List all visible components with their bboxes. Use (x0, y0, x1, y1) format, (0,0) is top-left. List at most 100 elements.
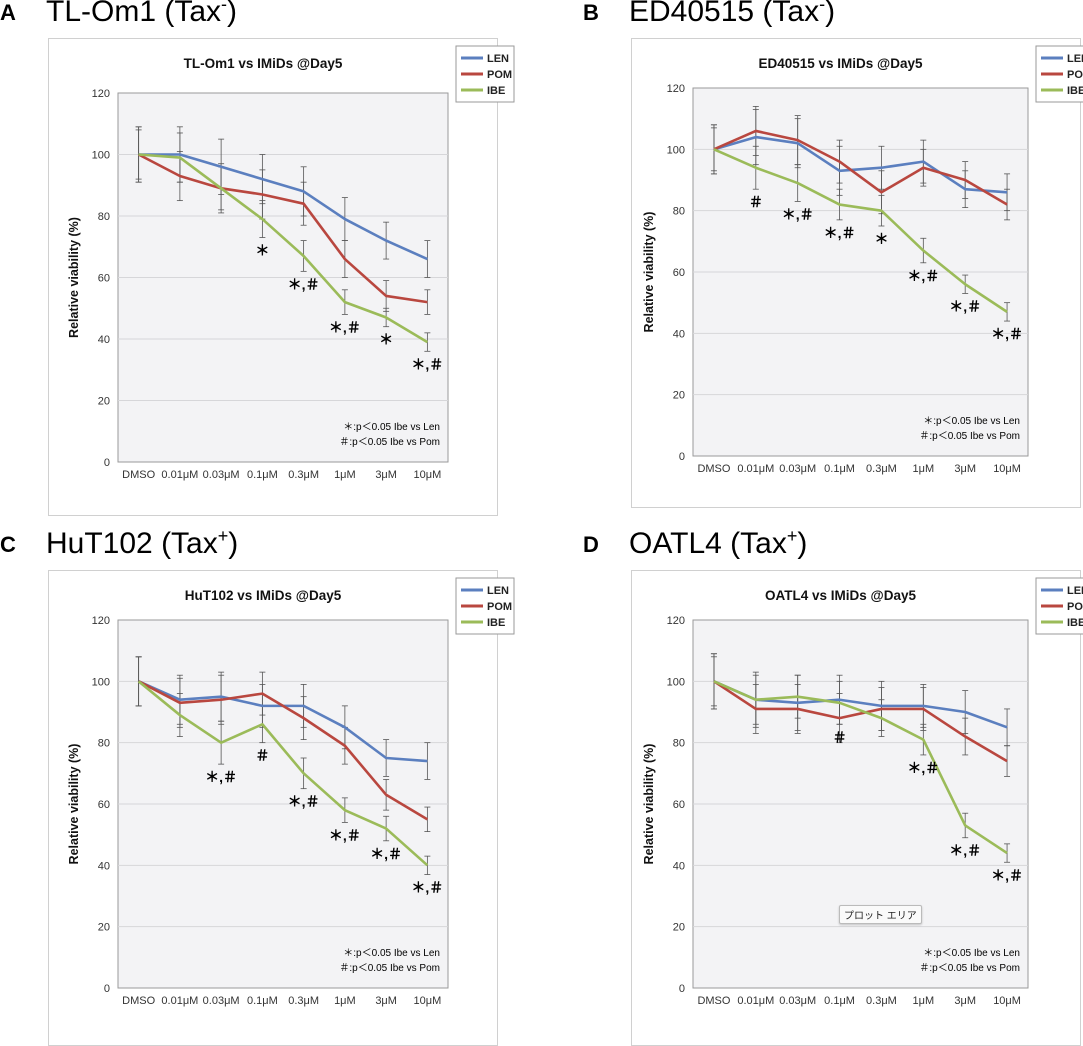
x-tick-label: 0.3μM (288, 995, 319, 1007)
series-line-pom (713, 680, 1008, 763)
x-tick-label: 10μM (414, 995, 442, 1007)
y-tick-label: 60 (98, 273, 110, 285)
y-tick-label: 120 (92, 615, 110, 627)
y-tick-label: 20 (98, 396, 110, 408)
significance-label: ＊,＃ (329, 827, 361, 843)
panel-title: HuT102 (Tax+) (46, 526, 239, 560)
legend-label: POM (1067, 601, 1083, 613)
x-tick-label: 0.01μM (737, 463, 774, 475)
significance-note: ＊:p＜0.05 Ibe vs Len (343, 422, 440, 433)
x-tick-label: DMSO (122, 995, 155, 1007)
significance-label: ＊,＃ (907, 760, 939, 776)
panel-title: TL-Om1 (Tax-) (46, 0, 238, 28)
significance-label: ＊,＃ (824, 225, 856, 241)
chart-title: HuT102 vs IMiDs @Day5 (185, 588, 342, 603)
significance-note: ＃:p＜0.05 Ibe vs Pom (339, 962, 440, 974)
panel-letter: B (583, 0, 599, 25)
significance-label: ＊,＃ (991, 326, 1023, 342)
y-axis-label: Relative viability (%) (67, 217, 81, 338)
x-tick-label: 0.1μM (824, 463, 855, 475)
significance-label: ＊ (255, 243, 269, 259)
x-tick-label: 0.1μM (247, 469, 278, 481)
x-tick-label: 0.03μM (779, 463, 816, 475)
y-tick-label: 0 (679, 983, 685, 995)
legend-label: IBE (487, 617, 505, 629)
x-tick-label: 0.03μM (203, 995, 240, 1007)
x-tick-label: DMSO (122, 469, 155, 481)
significance-note: ＊:p＜0.05 Ibe vs Len (923, 948, 1020, 959)
x-tick-label: 1μM (913, 995, 935, 1007)
y-tick-label: 20 (673, 922, 685, 934)
legend: LEN POM IBE (1035, 45, 1083, 103)
series-line-pom (138, 153, 428, 304)
significance-label: ＊,＃ (411, 880, 443, 896)
significance-label: ＊,＃ (949, 843, 981, 859)
significance-note: ＃:p＜0.05 Ibe vs Pom (919, 962, 1020, 974)
series-line-ibe (713, 680, 1008, 855)
x-tick-label: 3μM (954, 995, 976, 1007)
error-bar (424, 806, 431, 833)
panel-letter: A (0, 0, 16, 25)
panel-d: D OATL4 (Tax+) 0 20 40 60 80 100 120 DMSO 0.01μM… (583, 526, 1083, 1046)
y-tick-label: 40 (673, 860, 685, 872)
significance-label: ＊ (379, 332, 393, 348)
y-tick-label: 100 (92, 676, 110, 688)
series-line-ibe (138, 153, 429, 344)
y-tick-label: 60 (673, 799, 685, 811)
x-tick-label: 0.01μM (161, 469, 198, 481)
panel-c: C HuT102 (Tax+) 0 20 40 60 80 100 120 DMSO 0.01μ… (0, 526, 520, 1046)
x-tick-label: 3μM (375, 469, 397, 481)
y-tick-label: 100 (667, 144, 685, 156)
significance-note: ＊:p＜0.05 Ibe vs Len (343, 948, 440, 959)
legend: LEN POM IBE (1035, 577, 1083, 635)
x-tick-label: 3μM (954, 463, 976, 475)
significance-label: ＃ (255, 748, 269, 764)
series-line-pom (138, 680, 429, 821)
x-tick-label: DMSO (697, 995, 730, 1007)
x-tick-label: 0.03μM (203, 469, 240, 481)
y-tick-label: 0 (679, 451, 685, 463)
panel-letter: D (583, 532, 599, 557)
y-axis-label: Relative viability (%) (67, 744, 81, 865)
legend-label: LEN (487, 53, 509, 65)
legend-label: POM (487, 69, 512, 81)
panel-title: OATL4 (Tax+) (629, 526, 808, 560)
y-tick-label: 100 (92, 150, 110, 162)
panel-b: B ED40515 (Tax-) 0 20 40 60 80 100 120 DMSO 0.01… (583, 0, 1083, 510)
y-tick-label: 120 (667, 615, 685, 627)
chart-oatl4: 0 20 40 60 80 100 120 DMSO 0.01μM 0.03μM 0.1μM 0.3μ… (631, 570, 1083, 1046)
y-axis-label: Relative viability (%) (642, 212, 656, 333)
legend-label: POM (487, 601, 512, 613)
error-bar (135, 656, 142, 707)
x-tick-label: 1μM (334, 995, 356, 1007)
significance-label: ＃ (833, 729, 847, 745)
x-tick-label: 0.1μM (824, 995, 855, 1007)
x-tick-label: 1μM (334, 469, 356, 481)
chart-ed40515: 0 20 40 60 80 100 120 DMSO 0.01μM 0.03μM 0.1μM 0.3μ… (631, 38, 1083, 508)
y-tick-label: 120 (667, 83, 685, 95)
x-tick-label: 0.3μM (288, 469, 319, 481)
panel-letter: C (0, 532, 16, 557)
y-tick-label: 40 (673, 328, 685, 340)
y-tick-label: 0 (104, 983, 110, 995)
series-line-pom (713, 129, 1008, 206)
x-tick-label: 10μM (993, 995, 1021, 1007)
x-tick-label: 3μM (375, 995, 397, 1007)
y-tick-label: 40 (98, 860, 110, 872)
chart-title: OATL4 vs IMiDs @Day5 (765, 588, 916, 603)
panel-title: ED40515 (Tax-) (629, 0, 836, 28)
y-tick-label: 100 (667, 676, 685, 688)
significance-label: ＊ (874, 231, 888, 247)
significance-label: ＊,＃ (949, 298, 981, 314)
plot-area-tooltip: プロット エリア (839, 905, 922, 924)
y-tick-label: 60 (673, 267, 685, 279)
significance-label: ＊,＃ (907, 268, 939, 284)
y-tick-label: 20 (673, 390, 685, 402)
legend-label: LEN (1067, 585, 1083, 597)
chart-title: TL-Om1 vs IMiDs @Day5 (184, 56, 343, 71)
series-line-len (138, 153, 428, 261)
significance-label: ＊,＃ (411, 356, 443, 372)
y-tick-label: 40 (98, 334, 110, 346)
x-tick-label: 0.01μM (737, 995, 774, 1007)
x-tick-label: 0.03μM (779, 995, 816, 1007)
